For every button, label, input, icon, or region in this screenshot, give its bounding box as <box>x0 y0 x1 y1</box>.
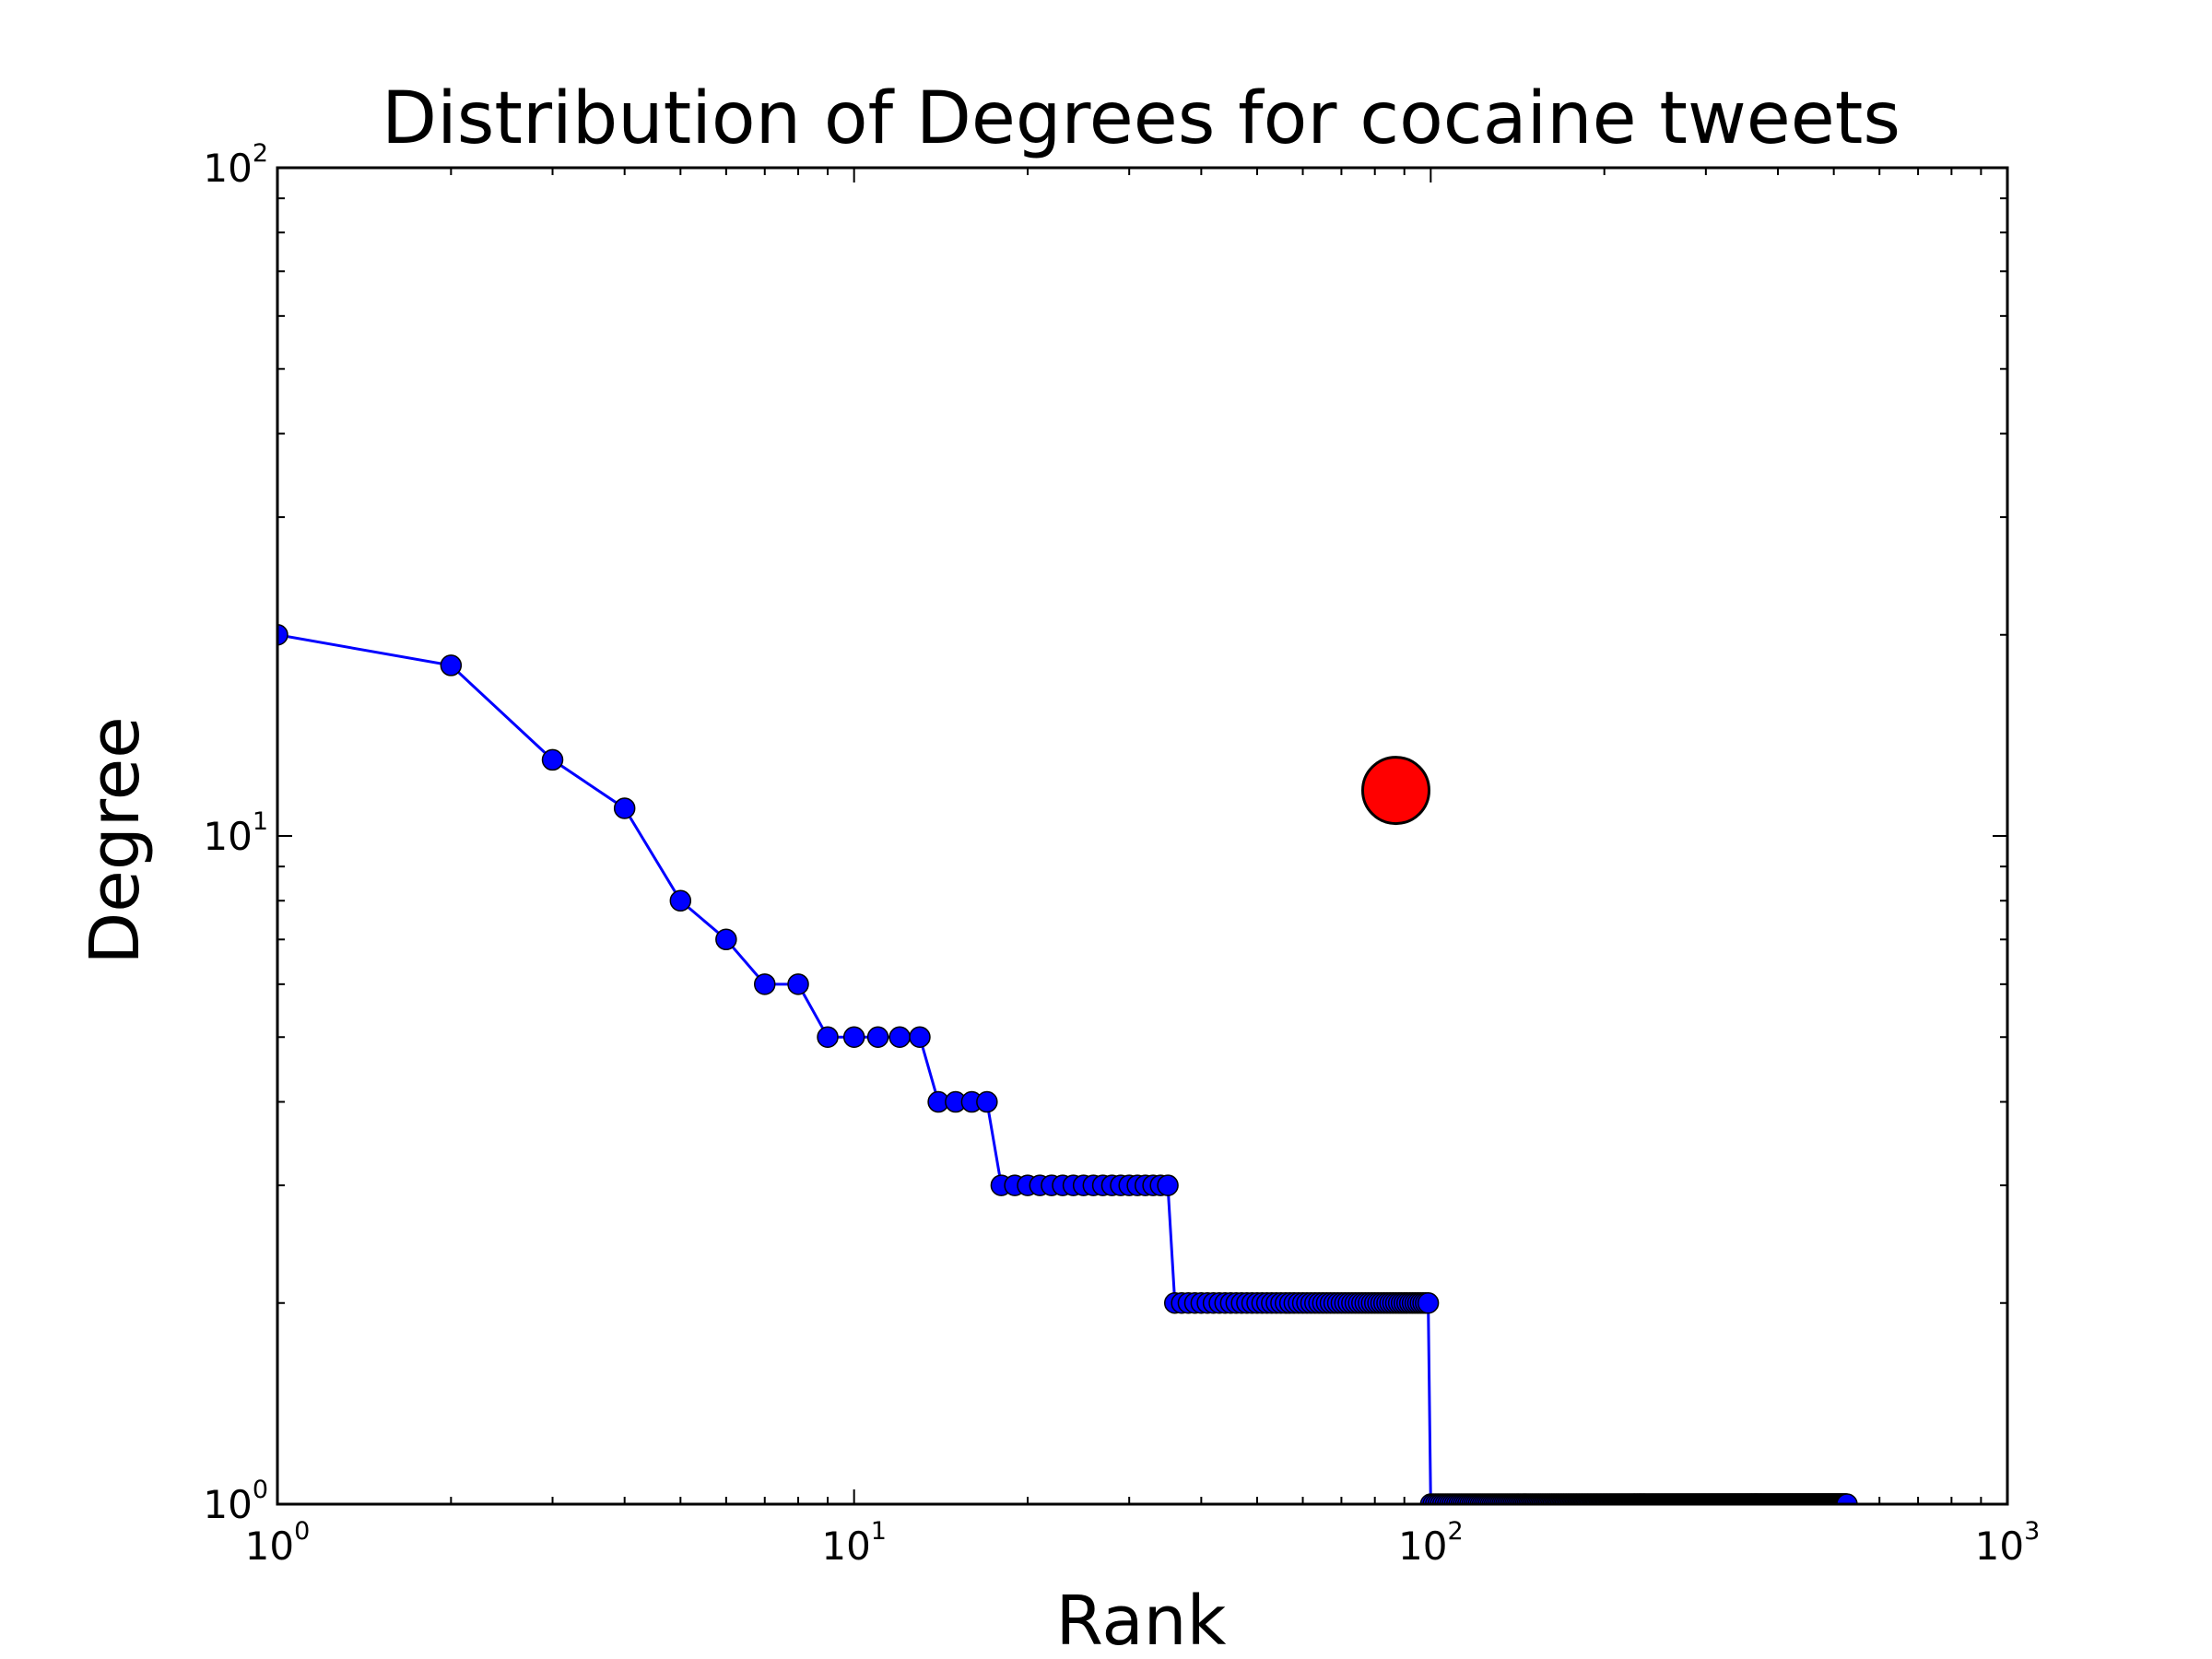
x-tick-label-exponent: 1 <box>871 1517 887 1546</box>
chart-title: Distribution of Degrees for cocaine twee… <box>382 77 1900 160</box>
x-tick-label-exponent: 3 <box>2024 1517 2040 1546</box>
axes-frame <box>276 166 2009 1506</box>
data-point <box>715 928 737 951</box>
data-point <box>669 889 692 912</box>
y-tick-label-exponent: 1 <box>253 807 268 836</box>
highlight-point <box>1360 756 1430 826</box>
y-axis-label: Degree <box>76 716 155 964</box>
data-point <box>1417 1292 1440 1314</box>
x-tick-label-base: 10 <box>821 1524 870 1569</box>
x-tick-label-base: 10 <box>245 1524 294 1569</box>
data-point <box>754 973 776 995</box>
x-tick-label: 100 <box>245 1517 311 1569</box>
data-point <box>277 624 288 646</box>
data-point <box>1157 1174 1179 1196</box>
x-tick-label-exponent: 0 <box>294 1517 310 1546</box>
data-layer <box>277 624 1858 1504</box>
data-point <box>613 797 636 819</box>
data-point <box>842 1026 865 1048</box>
y-tick-label-base: 10 <box>203 146 252 191</box>
data-point <box>787 973 809 995</box>
x-axis-label: Rank <box>1056 1582 1227 1659</box>
y-tick-label-base: 10 <box>203 1482 252 1527</box>
data-point <box>817 1026 839 1048</box>
data-point <box>976 1090 998 1113</box>
x-tick-label: 102 <box>1398 1517 1464 1569</box>
data-point <box>909 1026 931 1048</box>
y-tick-label-base: 10 <box>203 814 252 859</box>
y-tick-label: 100 <box>203 1476 268 1527</box>
data-point <box>440 654 463 677</box>
x-tick-label-base: 10 <box>1975 1524 2024 1569</box>
y-tick-label: 102 <box>203 139 268 191</box>
x-tick-label: 103 <box>1975 1517 2041 1569</box>
data-point <box>866 1026 889 1048</box>
y-tick-label: 101 <box>203 807 268 859</box>
x-tick-label: 101 <box>821 1517 887 1569</box>
x-tick-label-base: 10 <box>1398 1524 1447 1569</box>
x-tick-label-exponent: 2 <box>1447 1517 1463 1546</box>
y-tick-label-exponent: 2 <box>253 139 268 168</box>
data-point <box>888 1026 911 1048</box>
y-tick-label-exponent: 0 <box>253 1476 268 1504</box>
data-point <box>541 748 564 771</box>
data-point <box>1836 1493 1858 1504</box>
